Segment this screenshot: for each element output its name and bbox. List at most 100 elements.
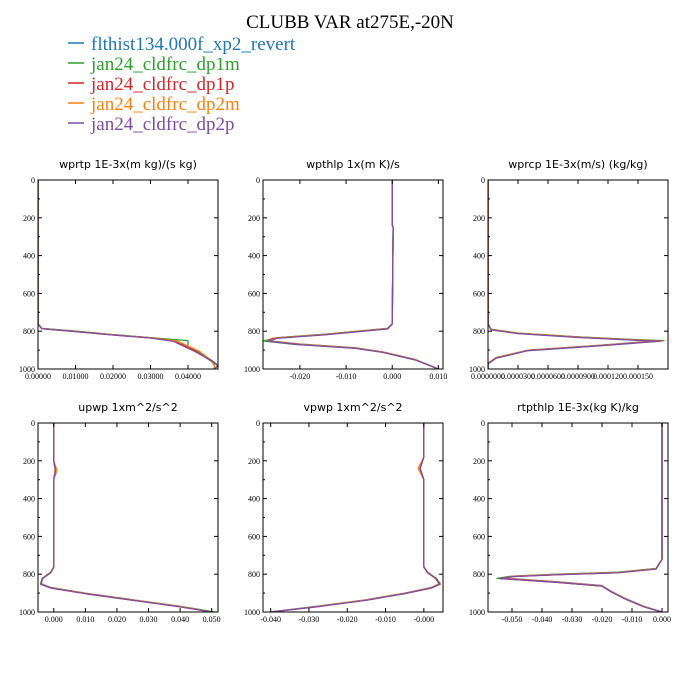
y-tick-label: 200 [473, 457, 485, 466]
panel-title: wprcp 1E-3x(m/s) (kg/kg) [508, 158, 647, 171]
series-line [39, 423, 215, 612]
x-tick-label: 0.02000 [100, 372, 126, 381]
x-tick-label: 0.010 [429, 372, 447, 381]
panel-title: wprtp 1E-3x(m kg)/(s kg) [59, 158, 197, 171]
y-tick-label: 800 [473, 570, 485, 579]
y-tick-label: 1000 [469, 608, 485, 617]
x-tick-label: -0.010 [375, 615, 396, 624]
y-tick-label: 200 [23, 214, 35, 223]
series-line [270, 423, 441, 612]
x-tick-label: -0.030 [562, 615, 583, 624]
y-tick-label: 600 [23, 532, 35, 541]
y-tick-label: 1000 [19, 365, 35, 374]
x-tick-label: 0.01000 [63, 372, 89, 381]
series-line [263, 180, 439, 369]
y-tick-label: 0 [481, 419, 485, 428]
x-tick-label: 0.0000900 [561, 372, 595, 381]
series-line [270, 423, 441, 612]
x-tick-label: 0.0000000 [471, 372, 505, 381]
x-tick-label: -0.000 [414, 615, 435, 624]
chart-panel: rtpthlp 1E-3x(kg K)/kg 0 200 400 600 800 1000 -… [469, 401, 671, 624]
y-tick-label: 0 [481, 176, 485, 185]
y-tick-label: 600 [248, 289, 260, 298]
series-line [40, 423, 212, 612]
y-tick-label: 0 [31, 419, 35, 428]
y-tick-label: 600 [23, 289, 35, 298]
series-line [499, 423, 663, 612]
legend-entry: jan24_cldfrc_dp2m [90, 94, 240, 115]
y-tick-label: 800 [23, 570, 35, 579]
y-tick-label: 800 [248, 327, 260, 336]
y-tick-label: 400 [473, 495, 485, 504]
y-tick-label: 200 [23, 457, 35, 466]
panel-title: vpwp 1xm^2/s^2 [303, 401, 402, 414]
y-tick-label: 600 [248, 532, 260, 541]
x-tick-label: 0.010 [76, 615, 94, 624]
x-tick-label: 0.030 [140, 615, 158, 624]
legend: flthist134.000f_xp2_revert jan24_cldfrc_d… [68, 34, 296, 135]
x-tick-label: 0.04000 [175, 372, 201, 381]
legend-entry: flthist134.000f_xp2_revert [91, 34, 296, 55]
x-tick-label: 0.000150 [623, 372, 653, 381]
series-line [38, 180, 218, 369]
y-tick-label: 800 [473, 327, 485, 336]
y-tick-label: 200 [473, 214, 485, 223]
x-tick-label: -0.050 [502, 615, 523, 624]
plot-frame [37, 422, 219, 613]
y-tick-label: 400 [248, 252, 260, 261]
series-line [266, 180, 439, 369]
y-tick-label: 1000 [244, 608, 260, 617]
y-tick-label: 200 [248, 214, 260, 223]
y-tick-label: 200 [248, 457, 260, 466]
y-tick-label: 0 [256, 176, 260, 185]
series-line [502, 423, 663, 612]
y-tick-label: 0 [256, 419, 260, 428]
x-tick-label: -0.010 [336, 372, 357, 381]
x-tick-label: -0.020 [290, 372, 311, 381]
x-tick-label: -0.040 [532, 615, 553, 624]
series-line [38, 180, 218, 369]
y-tick-label: 1000 [19, 608, 35, 617]
y-tick-label: 800 [23, 327, 35, 336]
series-line [266, 180, 439, 369]
plot-frame [37, 179, 219, 370]
series-line [266, 180, 439, 369]
chart-panel: wpthlp 1x(m K)/s 0 200 400 600 800 1000 -0.020 -… [244, 158, 447, 381]
series-line [270, 423, 440, 612]
x-tick-label: 0.050 [203, 615, 221, 624]
y-tick-label: 400 [23, 252, 35, 261]
series-line [266, 180, 439, 369]
plot-frame [262, 422, 444, 613]
series-line [270, 423, 440, 612]
legend-entry: jan24_cldfrc_dp2p [90, 114, 235, 135]
panel-title: rtpthlp 1E-3x(kg K)/kg [517, 401, 639, 414]
x-tick-label: 0.00000 [25, 372, 51, 381]
series-line [38, 180, 218, 369]
chart-panel: wprtp 1E-3x(m kg)/(s kg) 0 200 400 600 800 100… [19, 158, 219, 381]
series-line [270, 423, 441, 612]
x-tick-label: -0.020 [337, 615, 358, 624]
chart-panel: upwp 1xm^2/s^2 0 200 400 600 800 1000 0.000 0.01… [19, 401, 221, 624]
chart-panel: vpwp 1xm^2/s^2 0 200 400 600 800 1000-0.040 -0.… [244, 401, 444, 624]
x-tick-label: -0.030 [299, 615, 320, 624]
series-line [38, 180, 215, 369]
y-tick-label: 400 [23, 495, 35, 504]
series-line [40, 423, 212, 612]
y-tick-label: 0 [31, 176, 35, 185]
chart-panel: wprcp 1E-3x(m/s) (kg/kg) 0 200 400 600 800 100… [469, 158, 669, 381]
y-tick-label: 800 [248, 570, 260, 579]
panel-title: upwp 1xm^2/s^2 [78, 401, 178, 414]
x-tick-label: 0.0000300 [501, 372, 535, 381]
series-line [40, 423, 212, 612]
series-line [40, 423, 212, 612]
figure-title: CLUBB VAR at275E,-20N [246, 12, 454, 33]
panel-title: wpthlp 1x(m K)/s [306, 158, 400, 171]
x-tick-label: 0.020 [108, 615, 126, 624]
x-tick-label: 0.000 [383, 372, 401, 381]
chart-panels: wprtp 1E-3x(m kg)/(s kg) 0 200 400 600 800 100… [19, 158, 671, 624]
x-tick-label: 0.0000600 [531, 372, 565, 381]
y-tick-label: 600 [473, 532, 485, 541]
legend-entry: jan24_cldfrc_dp1p [90, 74, 235, 95]
plot-frame [262, 179, 444, 370]
